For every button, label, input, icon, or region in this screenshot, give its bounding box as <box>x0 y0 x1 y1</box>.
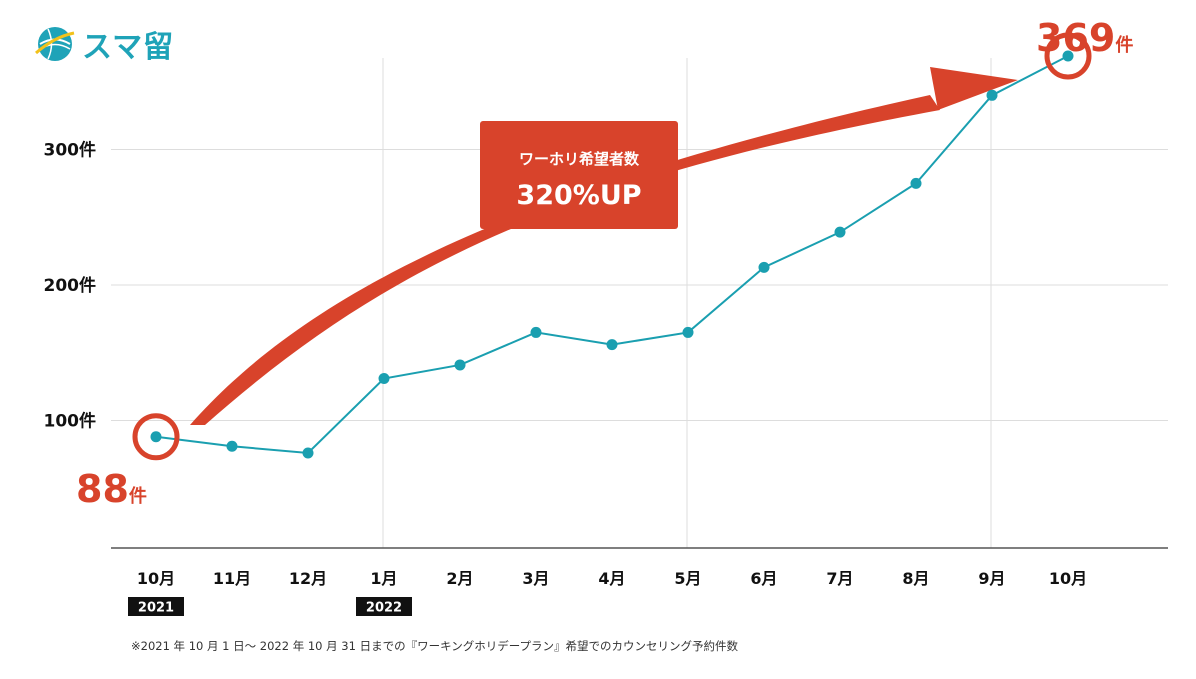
x-tick-label: 8月 <box>902 569 929 588</box>
year-badge-label: 2022 <box>366 601 402 616</box>
x-tick-label: 1月 <box>370 569 397 588</box>
data-point-11 <box>986 89 998 101</box>
year-badge-2021 <box>128 597 184 616</box>
end-value-unit: 件 <box>1115 34 1133 56</box>
data-point-8 <box>758 261 770 273</box>
data-point-0 <box>150 431 162 443</box>
growth-banner-value: 320%UP <box>516 180 641 211</box>
series-layer <box>150 50 1074 459</box>
globe-icon <box>35 27 75 61</box>
footnote: ※2021 年 10 月 1 日〜 2022 年 10 月 31 日までの『ワー… <box>131 639 739 653</box>
growth-banner-label: ワーホリ希望者数 <box>519 150 640 168</box>
data-point-3 <box>378 372 390 384</box>
start-value-unit: 件 <box>129 485 147 507</box>
x-tick-label: 12月 <box>289 569 327 588</box>
growth-banner-box <box>480 121 678 229</box>
x-tick-label: 6月 <box>750 569 777 588</box>
data-point-2 <box>302 447 314 459</box>
start-value-number: 88 <box>76 467 129 511</box>
end-value-number: 369 <box>1036 16 1115 60</box>
year-badge-2022 <box>356 597 412 616</box>
growth-arrow <box>190 67 1018 425</box>
data-point-12 <box>1062 50 1074 62</box>
year-badge-label: 2021 <box>138 601 174 616</box>
highlight-layer <box>132 32 1092 461</box>
x-tick-label: 5月 <box>674 569 701 588</box>
x-axis-labels: 10月 11月 12月 1月 2月 3月 4月 5月 6月 7月 8月 9月 10月 2021 2022 <box>128 569 1087 616</box>
x-tick-label: 4月 <box>598 569 625 588</box>
data-point-1 <box>226 440 238 452</box>
x-tick-label: 7月 <box>826 569 853 588</box>
x-tick-label: 11月 <box>213 569 251 588</box>
y-tick-label: 300件 <box>44 140 97 161</box>
highlight-ring-0 <box>132 413 180 461</box>
data-point-10 <box>910 177 922 189</box>
value-callouts: 88件 369件 <box>76 16 1133 511</box>
series-line <box>155 55 1069 455</box>
data-point-7 <box>682 326 694 338</box>
end-value-callout: 369件 <box>1036 16 1133 60</box>
data-point-9 <box>834 226 846 238</box>
y-tick-label: 200件 <box>44 275 97 296</box>
x-tick-label: 10月 <box>137 569 175 588</box>
y-axis-labels: 100件 200件 300件 <box>44 140 97 432</box>
data-point-5 <box>530 326 542 338</box>
start-value-callout: 88件 <box>76 467 147 511</box>
data-point-4 <box>454 359 466 371</box>
brand-name: スマ留 <box>82 30 175 65</box>
growth-banner: ワーホリ希望者数 320%UP <box>480 121 678 229</box>
data-point-6 <box>606 339 618 351</box>
x-tick-label: 3月 <box>522 569 549 588</box>
brand-logo: スマ留 <box>34 22 174 66</box>
growth-arrow-head <box>930 67 1018 110</box>
x-tick-label: 10月 <box>1049 569 1087 588</box>
x-tick-label: 2月 <box>446 569 473 588</box>
x-tick-label: 9月 <box>978 569 1005 588</box>
highlight-ring-12 <box>1044 32 1092 80</box>
y-tick-label: 100件 <box>44 411 97 432</box>
